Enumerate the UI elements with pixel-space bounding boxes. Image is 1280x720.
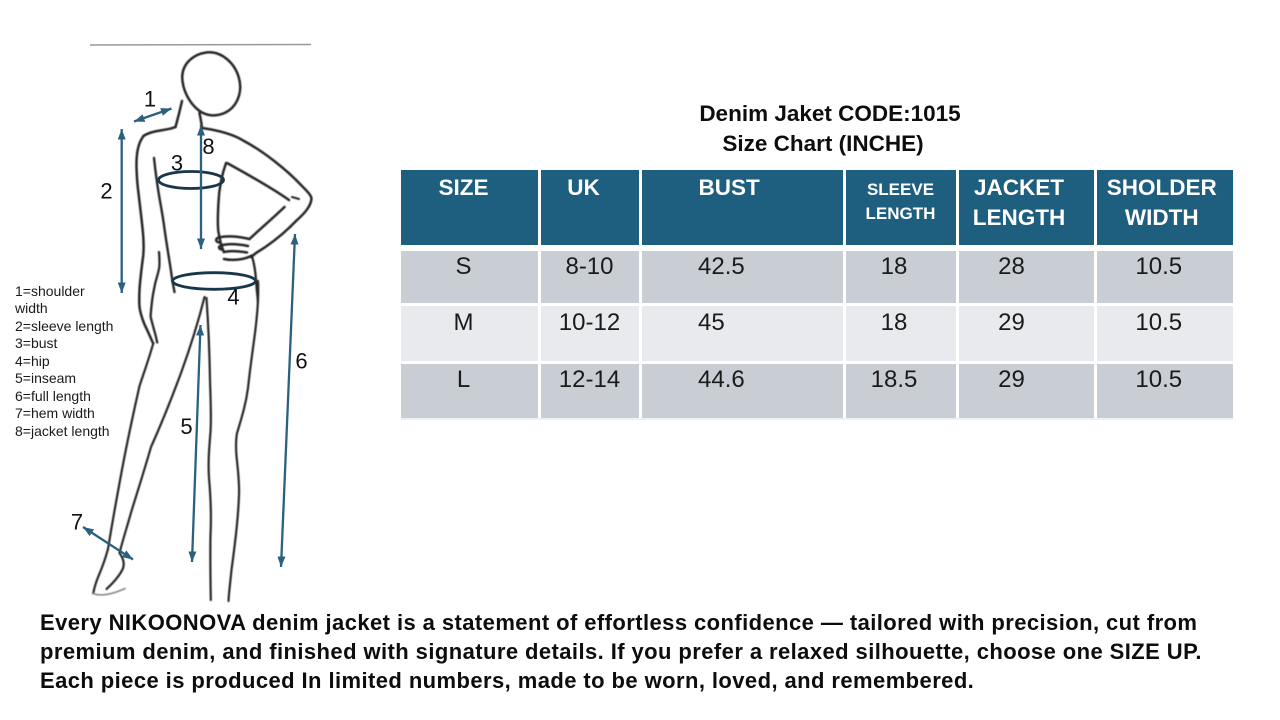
svg-text:6: 6 (295, 349, 307, 374)
svg-text:1: 1 (144, 87, 156, 112)
svg-text:5: 5 (180, 414, 192, 439)
svg-text:8: 8 (202, 134, 214, 159)
svg-text:4: 4 (227, 285, 239, 310)
svg-text:3: 3 (171, 151, 183, 176)
svg-text:7: 7 (71, 510, 83, 535)
svg-text:2: 2 (100, 179, 112, 204)
